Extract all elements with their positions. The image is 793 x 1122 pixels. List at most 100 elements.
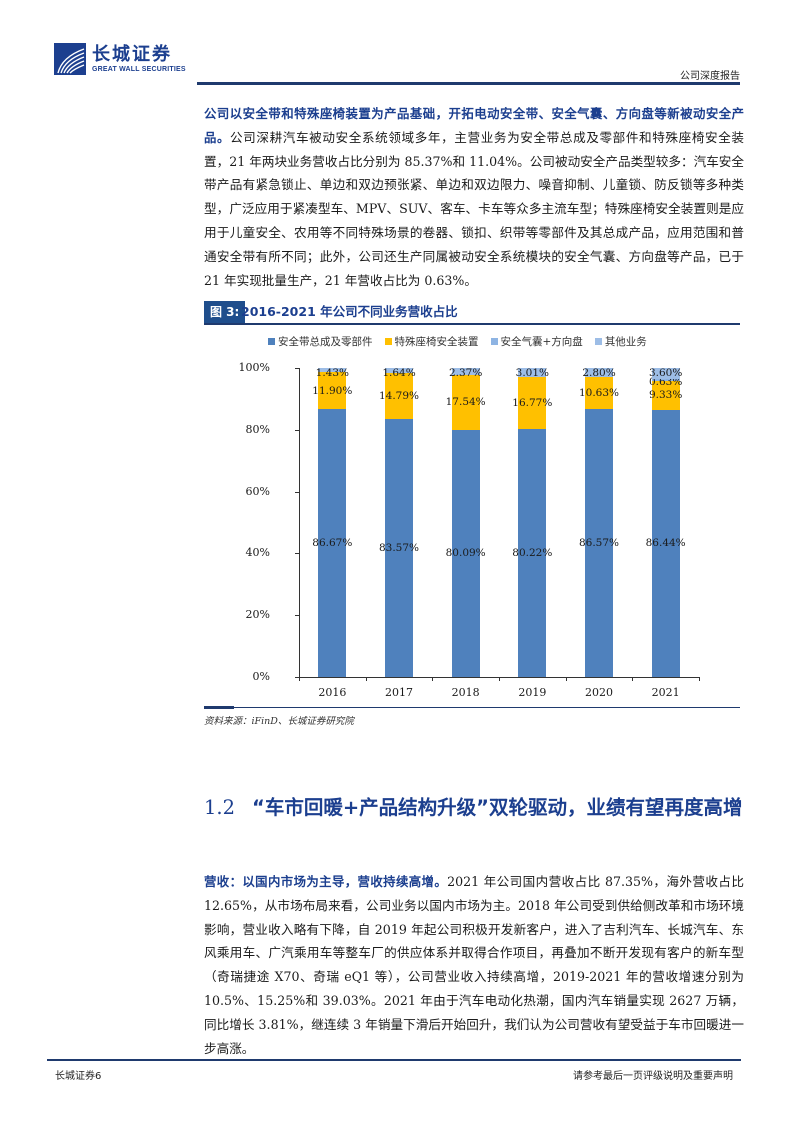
bar-segment [585,409,613,677]
bar-segment [651,381,680,410]
data-label: 2.80% [582,367,616,379]
bar-stack: 80.22% 16.77% 3.01% [512,367,552,677]
x-tick-label: 2016 [318,686,347,699]
bar-segment [451,429,480,677]
bar-segment [651,368,680,380]
y-tick-label: 20% [245,608,270,622]
x-tick-label: 2021 [651,686,680,699]
bar-segment [518,368,547,378]
logo-english-name: GREAT WALL SECURITIES [92,65,186,73]
data-label: 86.44% [645,537,686,550]
y-tick-label: 60% [245,484,270,498]
bar-segment [518,429,547,677]
legend-swatch [490,338,498,345]
data-label: 86.57% [578,537,620,550]
figure-label: 图 3: [204,301,246,323]
data-label: 9.33% [648,389,683,401]
logo-chinese-name: 长城证券 [92,43,172,65]
bar-segment [651,409,680,677]
data-label: 14.79% [378,389,420,402]
bar-segment [318,372,347,410]
legend-label: 安全带总成及零部件 [278,336,373,348]
bar-segment [385,368,413,374]
data-label: 1.64% [382,367,416,379]
great-wall-logo-icon [54,43,86,75]
legend-item: 特殊座椅安全装置 [384,334,479,349]
x-tick-label: 2018 [451,686,480,699]
x-tick-label: 2017 [385,686,413,699]
bar-stack: 83.57% 14.79% 1.64% [379,367,419,677]
report-type: 公司深度报告 [680,71,740,82]
footer-page-label: 长城证券6 [55,1071,102,1082]
bar-stack: 80.09% 17.54% 2.37% [446,367,486,677]
section-title: “车市回暖+产品结构升级”双轮驱动，业绩有望再度高增 [252,796,743,819]
x-tick-label: 2020 [585,686,613,699]
y-tick-mark [295,615,299,617]
intro-lead: 公司以安全带和特殊座椅装置为产品基础，开拓电动安全带、安全气囊、方向盘等新被动安… [204,106,744,145]
revenue-paragraph: 营收：以国内市场为主导，营收持续高增。2021 年公司国内营收占比 87.35%… [204,870,744,1060]
data-label: 83.57% [378,541,420,554]
data-label: 10.63% [578,387,620,400]
legend-swatch [268,338,275,345]
bar-stack: 86.44% 9.33% 0.63% 3.60% [646,367,686,677]
data-label: 86.67% [312,537,353,550]
bar-segment [385,418,413,677]
y-tick-mark [295,491,299,493]
x-tick-mark [299,677,300,681]
stacked-bar-chart: 0% 20% 40% 60% 80% 100% 2016 86.67% 11.90% 1.43% 2… [230,355,710,705]
y-tick-mark [295,429,299,431]
legend-item: 安全带总成及零部件 [268,334,373,349]
figure-title: 2016-2021 年公司不同业务营收占比 [241,304,458,319]
data-label: 11.90% [312,384,353,397]
x-tick-label: 2019 [518,686,547,699]
bar-segment [585,368,613,377]
data-label: 16.77% [512,397,553,410]
company-logo: 长城证券 GREAT WALL SECURITIES [54,43,186,75]
legend-label: 其他业务 [604,336,647,348]
legend-swatch [594,338,602,345]
data-label: 3.60% [648,367,683,379]
y-tick-label: 40% [245,546,270,560]
intro-body: 公司深耕汽车被动安全系统领域多年，主营业务为安全带总成及零部件和特殊座椅安全装置… [204,129,744,288]
y-tick-mark [295,368,299,369]
footer-disclaimer: 请参考最后一页评级说明及重要声明 [573,1071,733,1082]
bar-segment [318,368,347,373]
bar-segment [585,376,613,410]
bar-segment [518,377,547,430]
legend-item: 安全气囊+方向盘 [490,334,583,349]
data-label: 2.37% [448,367,483,379]
x-tick-mark [565,677,567,681]
figure-title-bar: 图 3: 2016-2021 年公司不同业务营收占比 [204,301,740,325]
legend-label: 特殊座椅安全装置 [394,336,479,348]
y-tick-label: 100% [238,361,270,374]
header-divider [197,82,740,85]
chart-legend: 安全带总成及零部件 特殊座椅安全装置 安全气囊+方向盘 其他业务 [268,334,647,349]
x-tick-mark [499,677,500,681]
data-label: 3.01% [515,367,549,379]
page-header: 长城证券 GREAT WALL SECURITIES 公司深度报告 [0,0,793,90]
x-tick-mark [699,677,700,681]
bar-segment [651,379,680,382]
y-axis [299,368,300,678]
revenue-lead: 营收：以国内市场为主导，营收持续高增。 [204,874,448,889]
data-label: 1.43% [315,367,349,379]
bar-segment [451,375,480,430]
x-tick-mark [632,677,634,681]
data-label: 17.54% [445,396,486,409]
y-tick-mark [295,553,299,555]
figure-source: 资料来源：iFinD、长城证券研究院 [204,716,354,727]
revenue-body: 2021 年公司国内营收占比 87.35%，海外营收占比 12.65%，从市场布… [204,874,744,1056]
legend-item: 其他业务 [594,334,647,349]
bar-segment [318,409,347,677]
figure-bottom-divider [204,706,740,709]
data-label: 80.22% [512,547,553,560]
x-tick-mark [432,677,434,681]
x-tick-mark [365,677,367,681]
y-tick-mark [295,677,299,678]
legend-label: 安全气囊+方向盘 [500,336,583,348]
bar-stack: 86.57% 10.63% 2.80% [579,367,619,677]
y-tick-label: 80% [245,422,270,436]
section-number: 1.2 [204,796,236,819]
data-label: 80.09% [445,547,486,560]
footer-divider [47,1059,741,1061]
